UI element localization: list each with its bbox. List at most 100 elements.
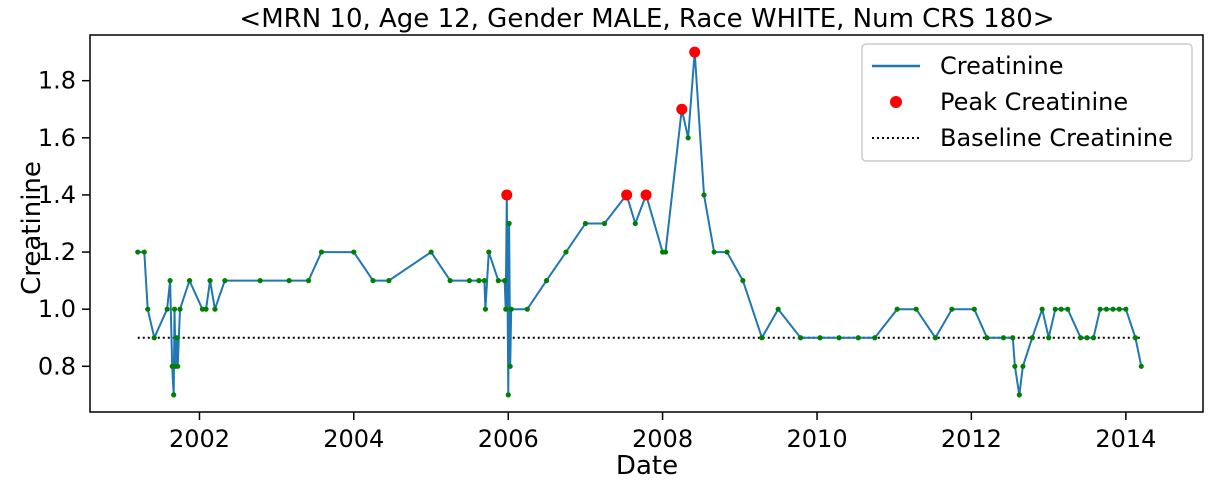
y-tick-label: 1.6 bbox=[38, 124, 76, 152]
creatinine-data-point bbox=[486, 249, 492, 255]
peak-creatinine-point bbox=[501, 189, 513, 201]
creatinine-data-point bbox=[913, 306, 919, 312]
creatinine-data-point bbox=[662, 249, 669, 255]
creatinine-data-point bbox=[495, 278, 501, 284]
y-tick-label: 1.0 bbox=[38, 295, 76, 323]
creatinine-data-point bbox=[1016, 392, 1022, 398]
creatinine-data-point bbox=[1116, 306, 1122, 312]
legend-peak-swatch bbox=[890, 96, 902, 108]
x-tick-label: 2008 bbox=[632, 425, 693, 453]
creatinine-data-point bbox=[212, 306, 218, 312]
creatinine-data-point bbox=[508, 306, 514, 312]
creatinine-data-point bbox=[305, 278, 312, 284]
creatinine-series-line bbox=[137, 51, 1143, 396]
creatinine-data-point bbox=[257, 278, 263, 284]
creatinine-data-point bbox=[207, 278, 213, 284]
plot-frame bbox=[89, 34, 1204, 413]
creatinine-data-point bbox=[971, 306, 977, 312]
creatinine-data-point bbox=[601, 220, 608, 227]
x-tick-label: 2006 bbox=[478, 425, 539, 453]
creatinine-data-point bbox=[701, 192, 707, 198]
creatinine-data-point bbox=[502, 278, 508, 284]
creatinine-data-point bbox=[507, 363, 513, 369]
creatinine-data-point bbox=[543, 278, 550, 284]
creatinine-data-point bbox=[145, 306, 151, 312]
creatinine-data-point bbox=[775, 306, 781, 312]
creatinine-data-point bbox=[984, 335, 990, 341]
creatinine-data-point bbox=[894, 306, 900, 312]
legend-label-baseline: Baseline Creatinine bbox=[940, 124, 1173, 152]
creatinine-data-point bbox=[386, 278, 392, 284]
creatinine-data-point bbox=[174, 335, 180, 341]
creatinine-data-point bbox=[1052, 306, 1058, 312]
creatinine-data-point bbox=[1065, 306, 1071, 312]
creatinine-data-point bbox=[1020, 363, 1026, 369]
creatinine-data-point bbox=[151, 335, 157, 341]
creatinine-data-point bbox=[351, 249, 357, 255]
x-tick-label: 2002 bbox=[169, 425, 230, 453]
creatinine-data-point bbox=[797, 335, 804, 341]
creatinine-data-point bbox=[740, 278, 746, 284]
peak-creatinine-point bbox=[689, 46, 701, 58]
y-tick-label: 1.8 bbox=[38, 67, 76, 95]
x-tick-label: 2012 bbox=[941, 425, 1002, 453]
creatinine-data-point bbox=[711, 249, 717, 255]
creatinine-data-point bbox=[1090, 335, 1097, 341]
creatinine-data-point bbox=[855, 335, 861, 341]
creatinine-data-point bbox=[505, 392, 511, 398]
creatinine-data-point bbox=[428, 249, 434, 255]
creatinine-data-point bbox=[466, 278, 472, 284]
legend-label-creatinine: Creatinine bbox=[940, 52, 1064, 80]
legend-box bbox=[861, 43, 1193, 162]
creatinine-data-point bbox=[1138, 363, 1144, 369]
creatinine-data-point bbox=[1110, 306, 1116, 312]
creatinine-data-point bbox=[141, 249, 147, 255]
creatinine-data-point bbox=[167, 278, 173, 284]
creatinine-data-point bbox=[1010, 335, 1016, 341]
creatinine-data-point bbox=[872, 335, 878, 341]
creatinine-data-point bbox=[222, 278, 228, 284]
creatinine-data-point bbox=[482, 306, 489, 312]
peak-creatinine-point bbox=[640, 189, 652, 201]
creatinine-data-point bbox=[171, 392, 177, 398]
creatinine-data-point bbox=[1103, 306, 1110, 312]
creatinine-data-point bbox=[1029, 335, 1035, 341]
creatinine-data-point bbox=[135, 249, 141, 255]
x-tick-label: 2004 bbox=[323, 425, 384, 453]
y-axis-label: Creatinine bbox=[17, 161, 47, 295]
legend-label-peak: Peak Creatinine bbox=[940, 88, 1128, 116]
creatinine-data-point bbox=[1039, 306, 1045, 312]
creatinine-data-point bbox=[1078, 335, 1084, 341]
creatinine-data-point bbox=[503, 306, 509, 312]
creatinine-data-point bbox=[524, 306, 530, 312]
creatinine-data-point bbox=[836, 335, 842, 341]
peak-creatinine-point bbox=[621, 189, 633, 201]
creatinine-data-point bbox=[1058, 306, 1064, 312]
creatinine-data-point bbox=[685, 135, 691, 141]
creatinine-data-point bbox=[171, 306, 178, 312]
peak-creatinine-point bbox=[676, 103, 688, 115]
creatinine-data-point bbox=[1046, 335, 1052, 341]
axes: 2002 2004 2006 2008 2010 2012 2014 0.8 1.0 1.2 1.4… bbox=[38, 67, 1157, 453]
legend: Creatinine Peak Creatinine Baseline Crea… bbox=[861, 43, 1193, 162]
creatinine-data-point bbox=[1123, 306, 1129, 312]
x-tick-label: 2010 bbox=[787, 425, 848, 453]
chart-title: <MRN 10, Age 12, Gender MALE, Race WHITE… bbox=[239, 4, 1054, 34]
creatinine-data-point bbox=[175, 363, 181, 369]
creatinine-data-point bbox=[370, 278, 376, 284]
creatinine-data-point bbox=[1132, 335, 1138, 341]
creatinine-data-point bbox=[286, 278, 292, 284]
creatinine-data-point bbox=[186, 278, 193, 284]
creatinine-data-point bbox=[949, 306, 955, 312]
creatinine-data-point bbox=[724, 249, 730, 255]
creatinine-data-point bbox=[318, 249, 325, 255]
creatinine-data-point bbox=[199, 306, 206, 312]
creatinine-data-point bbox=[759, 335, 765, 341]
y-tick-label: 0.8 bbox=[38, 352, 76, 380]
creatinine-data-point bbox=[164, 306, 170, 312]
creatinine-data-point bbox=[447, 278, 453, 284]
creatinine-data-point bbox=[817, 335, 823, 341]
creatinine-data-point bbox=[481, 278, 487, 284]
creatinine-data-point bbox=[203, 306, 209, 312]
